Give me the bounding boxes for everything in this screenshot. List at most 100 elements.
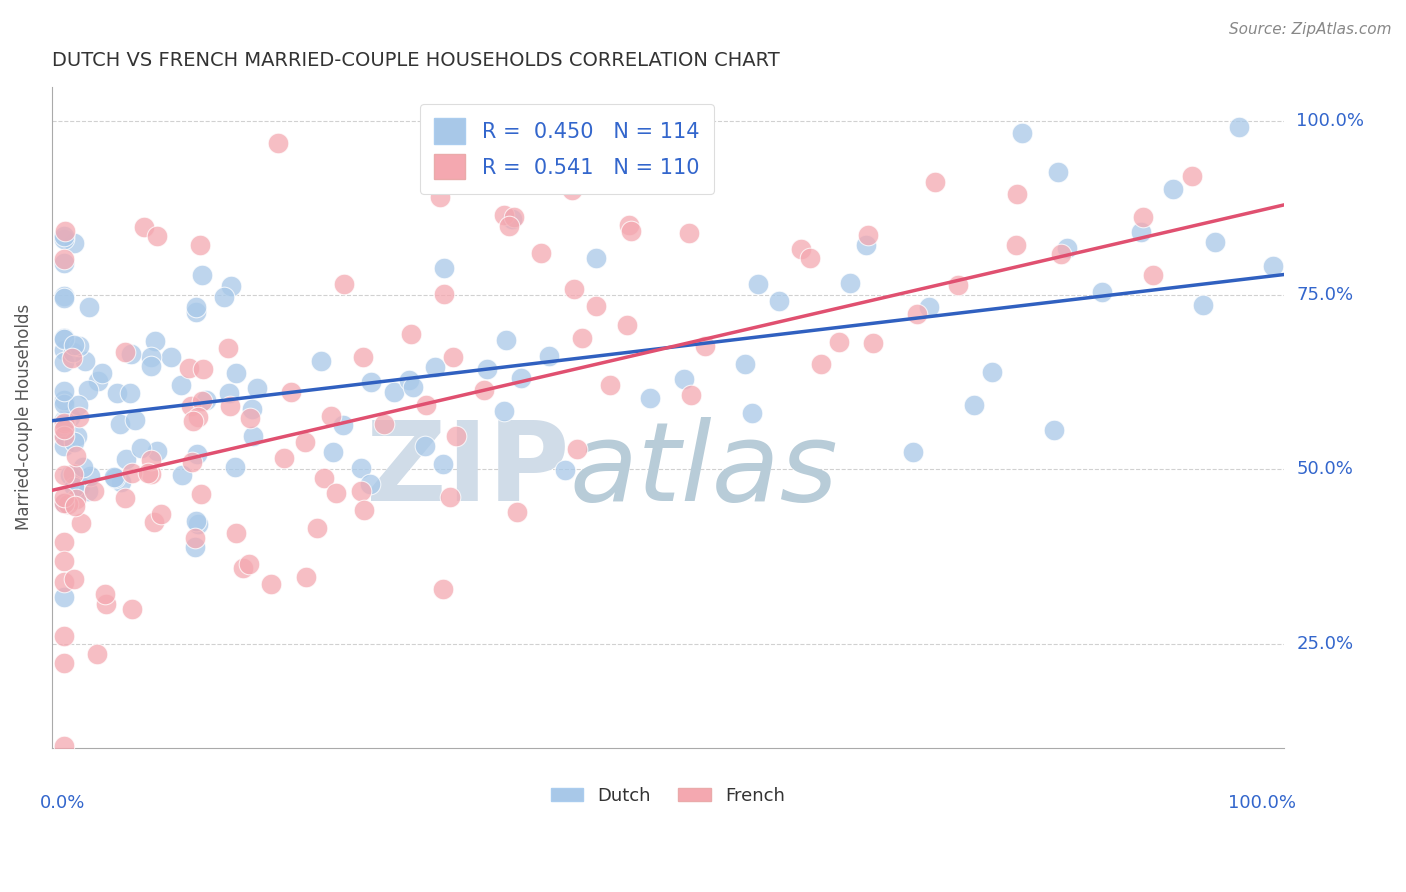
- Point: [146, 443, 169, 458]
- Point: [638, 391, 661, 405]
- Point: [382, 385, 405, 400]
- Point: [105, 385, 128, 400]
- Point: [77, 300, 100, 314]
- Point: [62, 435, 84, 450]
- Point: [77, 484, 100, 499]
- Point: [260, 577, 283, 591]
- Point: [321, 409, 343, 423]
- Point: [423, 360, 446, 375]
- Point: [134, 220, 156, 235]
- Point: [103, 471, 125, 485]
- Point: [446, 429, 468, 443]
- Point: [114, 345, 136, 359]
- Point: [510, 371, 533, 385]
- Text: 0.0%: 0.0%: [39, 795, 84, 813]
- Point: [963, 398, 986, 412]
- Text: 25.0%: 25.0%: [1296, 634, 1354, 653]
- Point: [180, 455, 202, 469]
- Point: [62, 467, 84, 481]
- Point: [472, 384, 495, 398]
- Point: [53, 496, 76, 510]
- Point: [501, 212, 523, 227]
- Point: [53, 343, 76, 358]
- Point: [212, 290, 235, 304]
- Point: [981, 365, 1004, 379]
- Point: [53, 430, 76, 444]
- Point: [67, 339, 90, 353]
- Point: [53, 332, 76, 346]
- Point: [1005, 238, 1028, 252]
- Point: [855, 237, 877, 252]
- Point: [53, 392, 76, 407]
- Point: [506, 505, 529, 519]
- Point: [225, 366, 247, 380]
- Point: [332, 418, 354, 433]
- Point: [115, 452, 138, 467]
- Point: [924, 175, 946, 189]
- Point: [53, 554, 76, 568]
- Point: [599, 377, 621, 392]
- Point: [110, 475, 132, 489]
- Point: [246, 381, 269, 395]
- Point: [948, 278, 970, 293]
- Point: [184, 532, 207, 546]
- Point: [53, 739, 76, 753]
- Point: [565, 442, 588, 456]
- Point: [63, 572, 86, 586]
- Point: [53, 384, 76, 398]
- Point: [734, 358, 756, 372]
- Point: [401, 327, 423, 342]
- Point: [53, 534, 76, 549]
- Point: [495, 333, 517, 347]
- Point: [432, 260, 454, 275]
- Point: [136, 466, 159, 480]
- Point: [67, 398, 90, 412]
- Point: [1005, 186, 1028, 201]
- Point: [191, 268, 214, 282]
- Point: [53, 439, 76, 453]
- Point: [1049, 247, 1071, 261]
- Point: [353, 503, 375, 517]
- Point: [76, 383, 98, 397]
- Point: [1227, 120, 1250, 134]
- Point: [141, 452, 163, 467]
- Point: [747, 277, 769, 292]
- Point: [307, 521, 329, 535]
- Point: [65, 449, 87, 463]
- Point: [141, 467, 163, 482]
- Y-axis label: Married-couple Households: Married-couple Households: [15, 304, 32, 531]
- Point: [62, 480, 84, 494]
- Point: [322, 444, 344, 458]
- Point: [218, 386, 240, 401]
- Point: [273, 451, 295, 466]
- Point: [63, 500, 86, 514]
- Point: [240, 401, 263, 416]
- Point: [191, 393, 214, 408]
- Point: [53, 429, 76, 443]
- Point: [183, 540, 205, 554]
- Point: [901, 444, 924, 458]
- Text: 50.0%: 50.0%: [1296, 460, 1353, 478]
- Point: [53, 397, 76, 411]
- Point: [838, 276, 860, 290]
- Point: [53, 252, 76, 267]
- Point: [53, 289, 76, 303]
- Point: [63, 236, 86, 251]
- Point: [58, 409, 80, 424]
- Point: [1142, 268, 1164, 283]
- Point: [373, 417, 395, 432]
- Point: [312, 471, 335, 485]
- Point: [679, 387, 702, 401]
- Text: 100.0%: 100.0%: [1229, 795, 1296, 813]
- Point: [616, 318, 638, 332]
- Point: [402, 380, 425, 394]
- Point: [475, 361, 498, 376]
- Point: [620, 223, 643, 237]
- Point: [238, 557, 260, 571]
- Point: [53, 656, 76, 670]
- Point: [413, 439, 436, 453]
- Point: [828, 334, 851, 349]
- Point: [1161, 182, 1184, 196]
- Point: [1011, 127, 1033, 141]
- Point: [741, 406, 763, 420]
